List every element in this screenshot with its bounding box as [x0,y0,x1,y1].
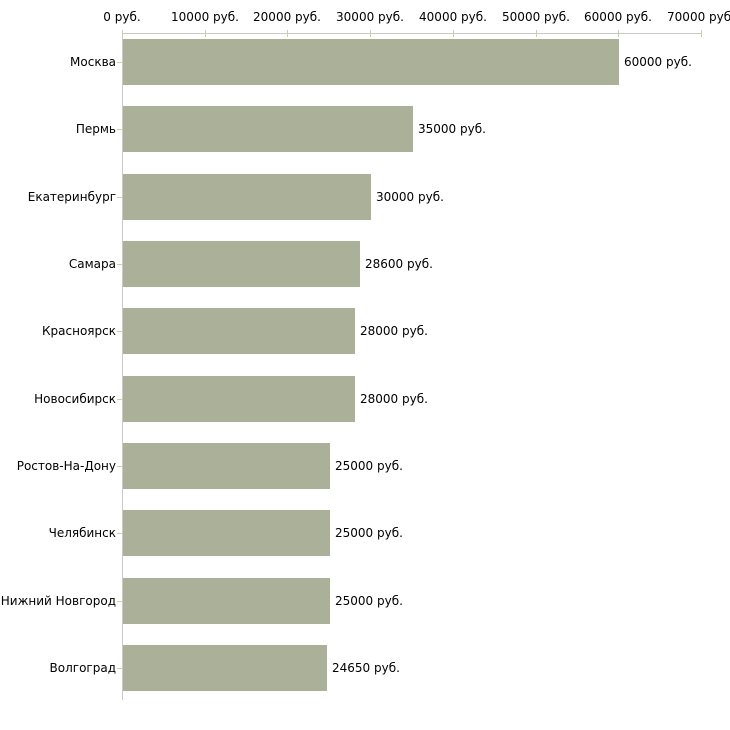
category-label: Самара [68,257,116,271]
x-tick [205,30,206,37]
category-label: Челябинск [48,526,116,540]
y-tick [117,129,122,130]
x-tick [453,30,454,37]
bar [123,106,413,152]
value-label: 24650 руб. [332,661,400,675]
x-tick [536,30,537,37]
value-label: 28000 руб. [360,392,428,406]
x-tick-label: 20000 руб. [253,10,321,24]
category-label: Волгоград [49,661,116,675]
y-tick [117,62,122,63]
value-label: 30000 руб. [376,190,444,204]
bar [123,376,355,422]
bar [123,241,360,287]
category-label: Нижний Новгород [0,594,116,608]
x-tick-label: 50000 руб. [502,10,570,24]
value-label: 35000 руб. [418,122,486,136]
value-label: 28600 руб. [365,257,433,271]
x-tick-label: 70000 руб. [667,10,730,24]
x-tick [122,30,123,37]
bar [123,174,371,220]
bar [123,578,330,624]
x-tick-label: 0 руб. [103,10,141,24]
y-tick [117,197,122,198]
x-tick-label: 40000 руб. [419,10,487,24]
x-tick [287,30,288,37]
x-tick [370,30,371,37]
x-tick-label: 30000 руб. [336,10,404,24]
value-label: 25000 руб. [335,594,403,608]
y-tick [117,668,122,669]
bar [123,443,330,489]
category-label: Екатеринбург [27,190,116,204]
value-label: 25000 руб. [335,526,403,540]
x-axis-line [122,33,701,34]
category-label: Москва [70,55,116,69]
bar [123,39,619,85]
value-label: 25000 руб. [335,459,403,473]
category-label: Ростов-На-Дону [16,459,116,473]
x-tick [618,30,619,37]
y-tick [117,331,122,332]
x-tick-label: 10000 руб. [171,10,239,24]
value-label: 28000 руб. [360,324,428,338]
x-tick-label: 60000 руб. [584,10,652,24]
y-axis-line [122,33,123,700]
category-label: Пермь [75,122,116,136]
bar [123,645,327,691]
y-tick [117,264,122,265]
x-tick [701,30,702,37]
y-tick [117,399,122,400]
y-tick [117,466,122,467]
y-tick [117,601,122,602]
category-label: Новосибирск [34,392,116,406]
bar [123,308,355,354]
category-label: Красноярск [42,324,116,338]
bar [123,510,330,556]
value-label: 60000 руб. [624,55,692,69]
y-tick [117,533,122,534]
